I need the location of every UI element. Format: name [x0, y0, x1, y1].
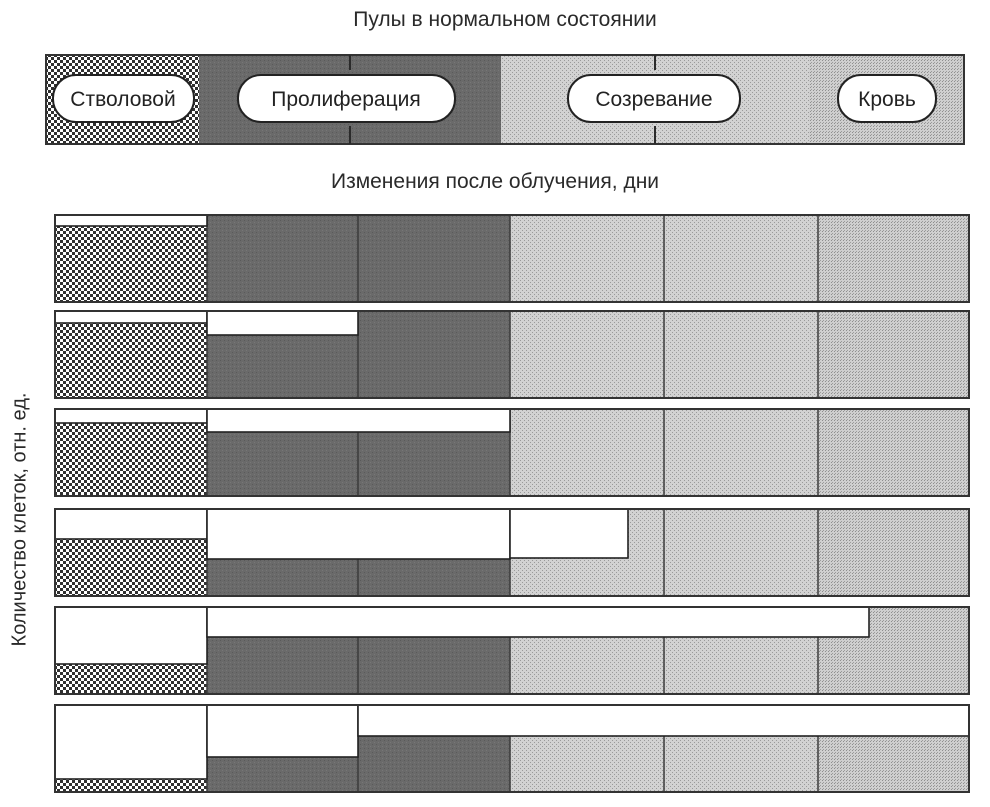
- depletion-bar: [206, 508, 511, 560]
- pool-segment: [358, 311, 510, 398]
- depletion-bar: [54, 310, 208, 324]
- pool-label-maturation: Созревание: [567, 74, 741, 123]
- irradiation-row: [54, 508, 970, 597]
- pool-segment: [510, 409, 664, 496]
- irradiation-row: [54, 704, 970, 793]
- row-frame: [54, 408, 970, 497]
- row-frame: [54, 310, 970, 399]
- pool-segment: [510, 215, 664, 302]
- normal-state-bar: Стволовой Пролиферация Созревание Кровь: [45, 54, 965, 145]
- depletion-bar: [206, 704, 359, 758]
- depletion-bar: [54, 606, 208, 665]
- row-frame: [54, 508, 970, 597]
- depletion-bar: [54, 408, 208, 424]
- pool-segment: [664, 409, 818, 496]
- normal-state-bar-border: [45, 54, 965, 145]
- pool-segment: [55, 311, 207, 398]
- title-normal-state: Пулы в нормальном состоянии: [353, 8, 657, 31]
- row-frame: [54, 214, 970, 303]
- pool-label-stem-text: Стволовой: [70, 88, 175, 111]
- depletion-bar: [206, 310, 359, 336]
- pool-segment: [664, 215, 818, 302]
- pool-segment: [818, 311, 969, 398]
- depletion-bar: [54, 704, 208, 780]
- pool-segment: [818, 409, 969, 496]
- pool-label-stem: Стволовой: [52, 74, 195, 123]
- pool-label-blood-text: Кровь: [858, 88, 916, 111]
- pool-label-blood: Кровь: [837, 74, 937, 123]
- row-frame: [54, 704, 970, 793]
- irradiation-rows: [54, 214, 970, 793]
- pool-segment: [818, 509, 969, 596]
- depletion-bar: [206, 408, 511, 433]
- irradiation-row: [54, 408, 970, 497]
- pool-segment: [818, 215, 969, 302]
- depletion-bar: [206, 606, 870, 638]
- irradiation-row: [54, 214, 970, 303]
- depletion-bar: [54, 508, 208, 540]
- pool-segment: [207, 215, 358, 302]
- pool-segment: [55, 215, 207, 302]
- pool-segment: [664, 509, 818, 596]
- title-after-irradiation: Изменения после облучения, дни: [330, 170, 660, 193]
- depletion-bar: [357, 704, 970, 737]
- row-frame: [54, 606, 970, 695]
- pool-label-proliferation-text: Пролиферация: [271, 88, 420, 111]
- pool-segment: [664, 311, 818, 398]
- pool-label-maturation-text: Созревание: [595, 88, 712, 111]
- pool-segment: [358, 215, 510, 302]
- depletion-bar: [509, 508, 629, 559]
- irradiation-row: [54, 310, 970, 399]
- depletion-bar: [54, 214, 208, 227]
- irradiation-row: [54, 606, 970, 695]
- pool-segment: [510, 311, 664, 398]
- pool-label-proliferation: Пролиферация: [237, 74, 456, 123]
